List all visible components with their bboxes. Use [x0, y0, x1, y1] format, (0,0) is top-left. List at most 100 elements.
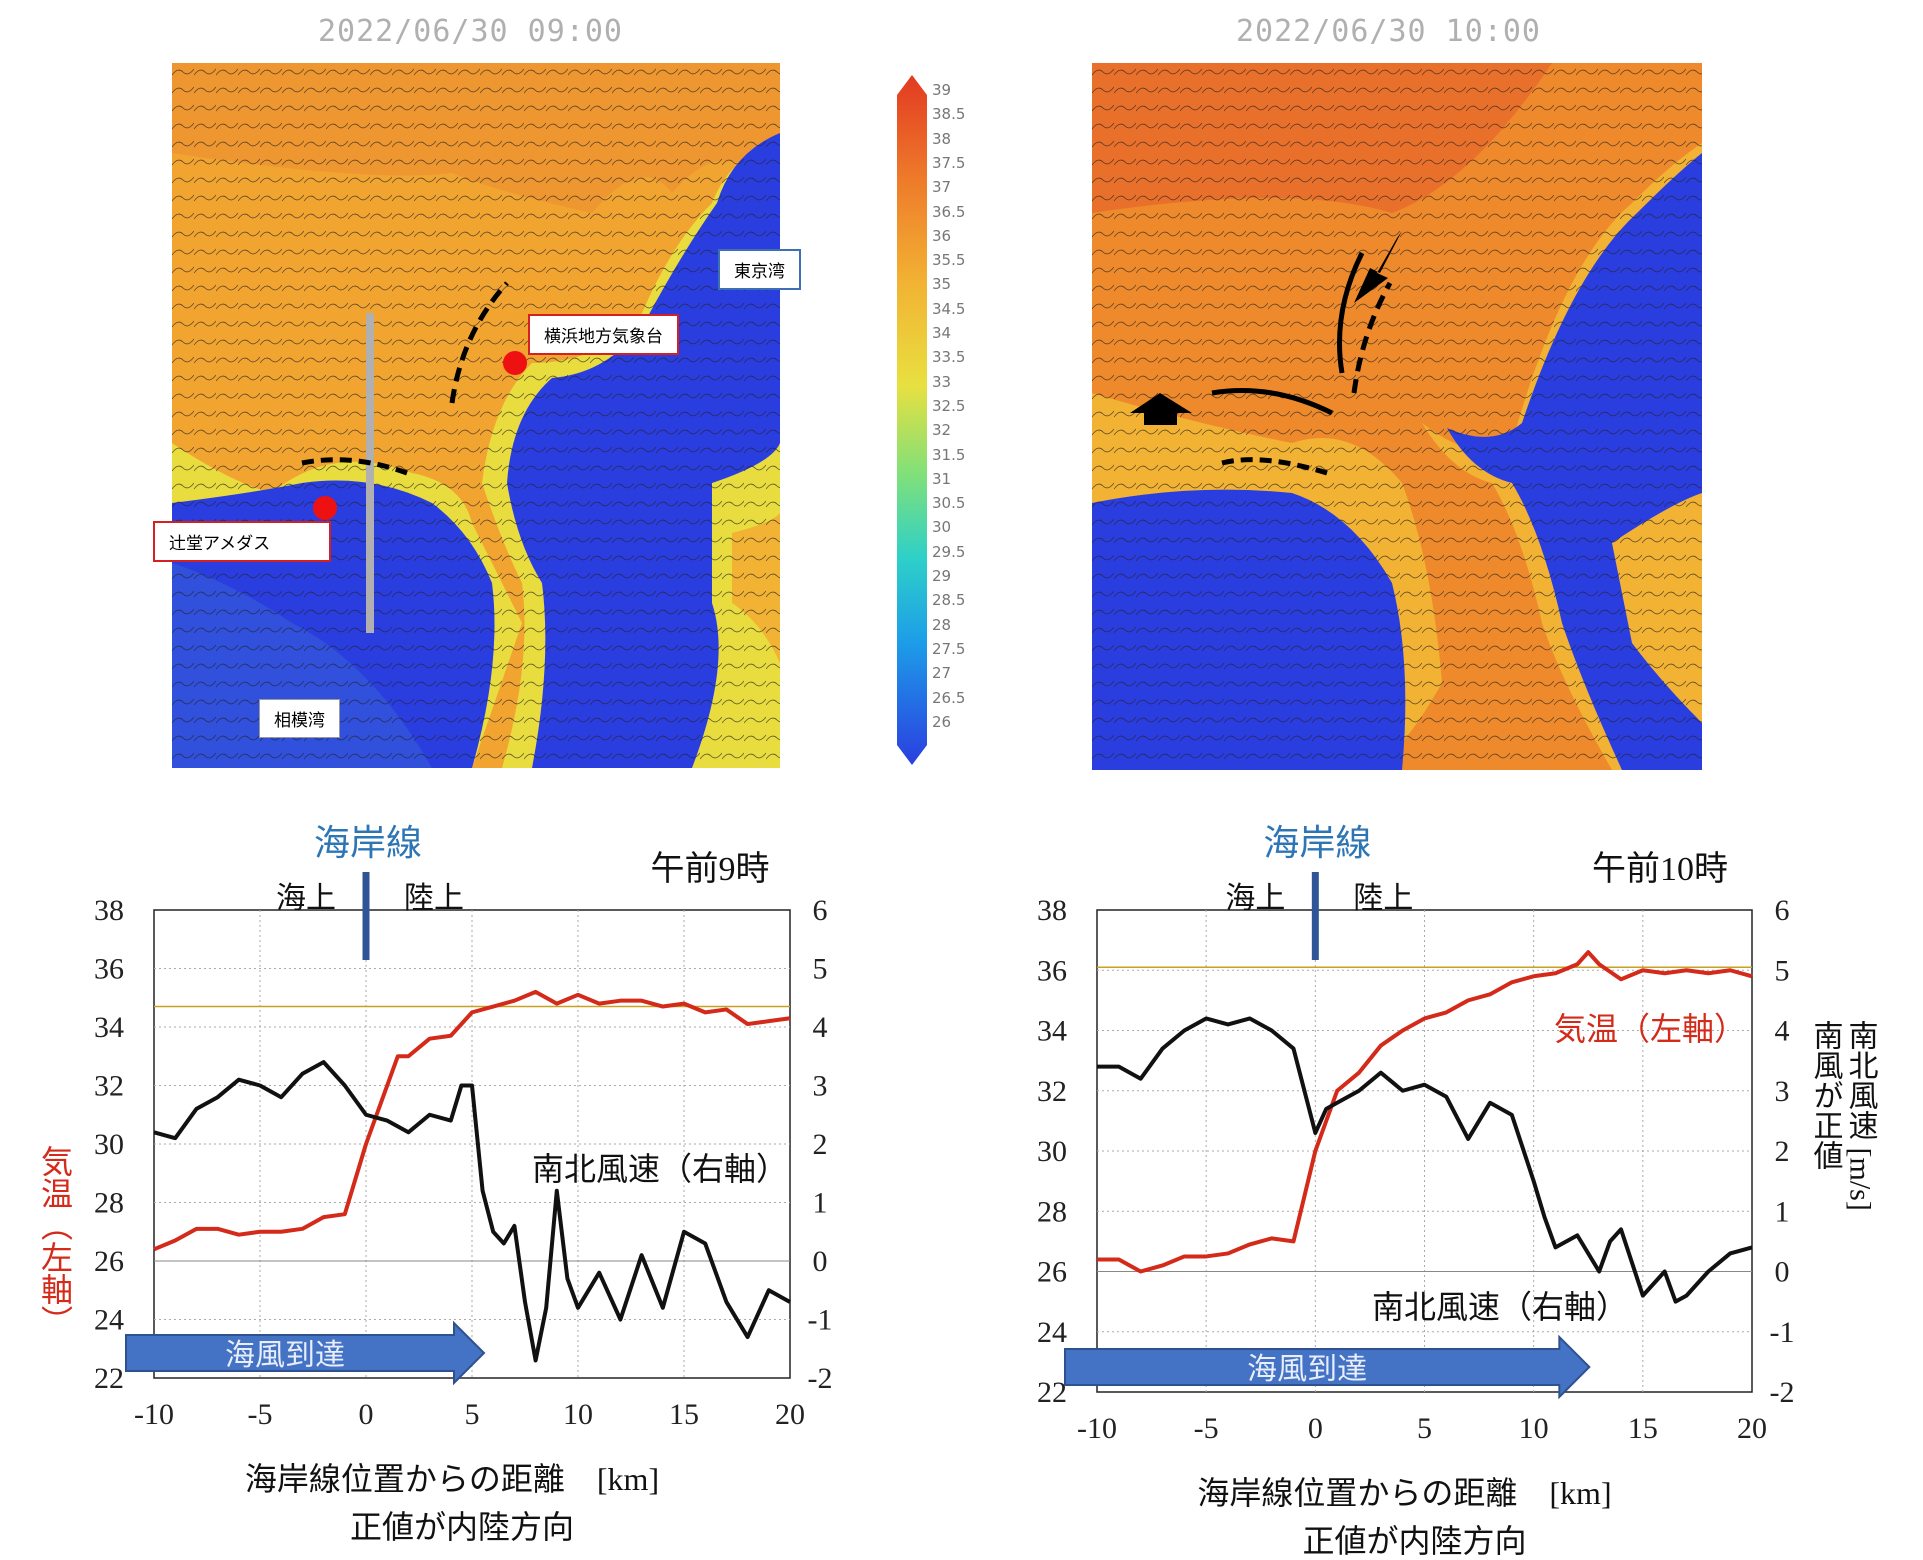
colorbar-tick: 33 [932, 372, 952, 391]
y-left-tick-label: 30 [94, 1128, 124, 1161]
temperature-colorbar [897, 75, 927, 765]
colorbar-tick: 38 [932, 129, 952, 148]
colorbar-tick: 30.5 [932, 494, 966, 513]
y-right-axis-sublabel: 南風が正値 [1809, 1020, 1844, 1170]
y-right-tick-label: 3 [1775, 1075, 1790, 1108]
y-right-tick-label: 2 [1775, 1135, 1790, 1168]
y-right-tick-label: 6 [1775, 894, 1790, 927]
left-temperature-map [172, 63, 780, 768]
colorbar-tick: 34.5 [932, 299, 966, 318]
yokohama-station-label: 横浜地方気象台 [528, 314, 679, 355]
y-left-axis-label: 気温（左軸） [37, 1145, 73, 1337]
colorbar-tick: 31 [932, 469, 952, 488]
colorbar-tick: 36.5 [932, 202, 966, 221]
y-left-tick-label: 38 [1037, 894, 1067, 927]
colorbar-tick: 39 [932, 81, 952, 99]
y-right-tick-label: -1 [1770, 1316, 1795, 1349]
y-left-tick-label: 22 [94, 1362, 124, 1395]
x-axis-label: 海岸線位置からの距離 [km] [1197, 1475, 1611, 1511]
x-tick-label: 20 [1737, 1412, 1767, 1445]
temperature-series-line [153, 989, 791, 1252]
x-tick-label: -5 [248, 1398, 273, 1431]
y-left-tick-label: 32 [1037, 1075, 1067, 1108]
y-left-tick-label: 34 [94, 1011, 124, 1044]
x-tick-label: 5 [1417, 1412, 1432, 1445]
colorbar-tick: 28.5 [932, 591, 966, 610]
sea-breeze-arrow [125, 1320, 486, 1386]
y-right-tick-label: -1 [808, 1304, 833, 1337]
sagami-bay-label: 相模湾 [259, 699, 340, 738]
y-right-tick-label: 4 [1775, 1015, 1790, 1048]
x-tick-label: 15 [669, 1398, 699, 1431]
colorbar-tick: 29.5 [932, 542, 966, 561]
y-right-tick-label: 0 [813, 1245, 828, 1278]
x-tick-label: -10 [1077, 1412, 1117, 1445]
x-axis-label: 海岸線位置からの距離 [km] [245, 1461, 659, 1497]
colorbar-tick: 35.5 [932, 251, 966, 270]
sea-breeze-arrow-label: 海風到達 [1247, 1353, 1367, 1386]
colorbar-tick: 35 [932, 275, 952, 294]
x-tick-label: -10 [134, 1398, 174, 1431]
colorbar-tick: 26 [932, 712, 952, 731]
y-left-tick-label: 24 [94, 1304, 124, 1337]
y-left-tick-label: 36 [94, 953, 124, 986]
y-right-tick-label: -2 [1770, 1376, 1795, 1409]
sea-label: 海上 [276, 882, 336, 915]
x-tick-label: 0 [1308, 1412, 1323, 1445]
colorbar-tick: 33.5 [932, 348, 966, 367]
land-label: 陸上 [1353, 882, 1413, 915]
right-temperature-map [1092, 63, 1702, 770]
y-right-tick-label: 6 [813, 894, 828, 927]
x-tick-label: 5 [465, 1398, 480, 1431]
tsujido-amedas-label: 辻堂アメダス [153, 521, 331, 562]
x-tick-label: 10 [563, 1398, 593, 1431]
y-right-tick-label: 5 [813, 953, 828, 986]
y-right-tick-label: 5 [1775, 954, 1790, 987]
y-right-tick-label: 0 [1775, 1256, 1790, 1289]
sea-breeze-arrow [1064, 1334, 1591, 1400]
x-axis-sublabel: 正値が内陸方向 [1302, 1523, 1526, 1559]
y-right-tick-label: 1 [1775, 1195, 1790, 1228]
colorbar-tick: 29 [932, 567, 952, 585]
wind-series-label: 南北風速（右軸） [532, 1151, 788, 1187]
right-map-timestamp: 2022/06/30 10:00 [1236, 14, 1541, 49]
colorbar-tick: 37 [932, 178, 952, 197]
y-right-tick-label: 1 [813, 1187, 828, 1220]
y-left-tick-label: 36 [1037, 954, 1067, 987]
colorbar-tick: 32.5 [932, 396, 966, 415]
y-left-tick-label: 24 [1037, 1316, 1067, 1349]
x-axis-sublabel: 正値が内陸方向 [350, 1509, 574, 1545]
coastline-label: 海岸線 [1263, 823, 1371, 863]
wind-series-line [1097, 1016, 1753, 1304]
chart-time-label: 午前10時 [1592, 850, 1728, 888]
left-map-timestamp: 2022/06/30 09:00 [318, 14, 623, 49]
y-left-tick-label: 26 [94, 1245, 124, 1278]
y-right-tick-label: -2 [808, 1362, 833, 1395]
y-left-tick-label: 30 [1037, 1135, 1067, 1168]
wind-series-line [153, 1060, 791, 1363]
colorbar-tick: 32 [932, 421, 952, 440]
y-left-tick-label: 28 [94, 1187, 124, 1220]
tokyo-bay-label: 東京湾 [718, 249, 801, 290]
y-left-tick-label: 22 [1037, 1376, 1067, 1409]
land-label: 陸上 [404, 882, 464, 915]
x-tick-label: 15 [1628, 1412, 1658, 1445]
y-left-tick-label: 26 [1037, 1256, 1067, 1289]
colorbar-tick: 26.5 [932, 688, 966, 707]
right-profile-chart: -10 -5 0 5 10 15 20222426283032343638-2-101234… [1037, 823, 1878, 1559]
temperature-series-line [1097, 950, 1753, 1274]
y-right-axis-label: 南北風速 [m/s] [1844, 1020, 1878, 1211]
x-tick-label: 0 [359, 1398, 374, 1431]
colorbar-tick: 27.5 [932, 639, 966, 658]
colorbar-tick: 28 [932, 615, 952, 634]
coastline-label: 海岸線 [314, 823, 422, 863]
temperature-series-label: 気温（左軸） [1554, 1011, 1746, 1047]
colorbar-tick: 37.5 [932, 153, 966, 172]
x-tick-label: 20 [775, 1398, 805, 1431]
y-left-tick-label: 28 [1037, 1195, 1067, 1228]
y-left-tick-label: 34 [1037, 1015, 1067, 1048]
sea-label: 海上 [1225, 882, 1285, 915]
wind-series-label: 南北風速（右軸） [1372, 1289, 1628, 1325]
colorbar-tick: 36 [932, 226, 952, 245]
x-tick-label: -5 [1194, 1412, 1219, 1445]
